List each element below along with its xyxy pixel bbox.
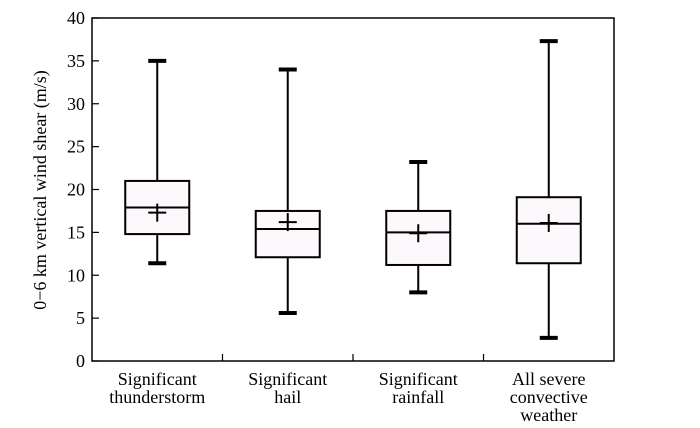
x-axis: SignificantthunderstormSignificanthailSi… [109, 354, 588, 425]
y-tick-label: 30 [67, 94, 85, 114]
x-tick-label: Significant [248, 369, 327, 389]
box-4 [515, 39, 582, 340]
boxes-group [124, 39, 582, 340]
y-tick-label: 10 [67, 265, 85, 285]
box-3 [385, 160, 452, 295]
x-tick-label: Significant [118, 369, 197, 389]
x-tick-label: rainfall [392, 387, 444, 407]
y-axis-label: 0−6 km vertical wind shear (m/s) [30, 70, 51, 310]
y-tick-label: 5 [76, 308, 85, 328]
y-tick-label: 25 [67, 137, 85, 157]
y-tick-label: 35 [67, 51, 85, 71]
box-1 [124, 58, 191, 266]
y-tick-label: 0 [76, 351, 85, 371]
y-axis: 0 5 10 15 20 25 30 35 40 [67, 8, 99, 371]
x-tick-label: All severe [512, 369, 585, 389]
y-tick-label: 20 [67, 180, 85, 200]
y-tick-label: 40 [67, 8, 85, 28]
x-tick-label: hail [274, 387, 301, 407]
x-tick-label: Significant [379, 369, 458, 389]
x-tick-label: convective [510, 387, 588, 407]
box-2 [254, 67, 321, 315]
y-tick-label: 15 [67, 222, 85, 242]
x-tick-label: weather [520, 405, 577, 423]
x-tick-label: thunderstorm [109, 387, 205, 407]
